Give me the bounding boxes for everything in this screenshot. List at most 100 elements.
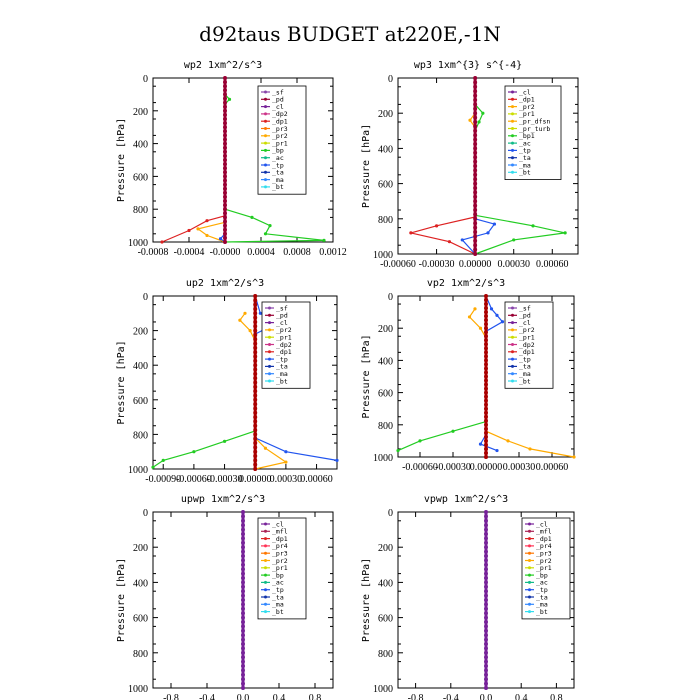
zero-profile-dot [484,418,488,423]
legend-entry: _mfl [272,528,288,536]
legend-marker [268,335,271,339]
legend-entry: _ac [519,139,531,147]
zero-profile-dot [484,322,488,327]
zero-profile-dot [223,153,227,158]
zero-profile-dot [253,306,258,311]
zero-profile-dot [484,382,488,387]
legend-marker [511,112,514,116]
zero-profile-dot [484,589,488,594]
chart-title: up2 1xm^2/s^3 [186,278,264,289]
series-point [451,429,455,433]
x-tick-label: -0.0008 [138,247,169,258]
legend-entry: _pr1 [272,139,288,147]
zero-profile-dot [223,158,227,162]
legend-marker [511,372,514,376]
zero-profile-dot [253,376,258,381]
zero-profile-dot [484,567,488,572]
series-point [506,439,510,443]
series-line-pr1 [224,78,325,243]
zero-profile-dot [253,410,258,415]
legend-entry: _ma [276,370,288,378]
legend-marker [268,364,271,368]
series-line-tp [479,295,504,452]
legend-entry: _bt [276,377,288,385]
legend-marker [264,127,267,130]
zero-profile-dot [484,668,488,673]
zero-profile-dot [223,166,227,171]
legend-entry: _pr1 [276,334,292,342]
legend-marker [528,588,531,592]
series-point [284,450,288,454]
zero-profile-dot [484,298,488,303]
zero-profile-dot [253,432,258,437]
zero-profile-dot [473,208,478,212]
zero-profile-dot [484,426,488,431]
x-tick-label: -0.8 [408,693,424,700]
zero-profile-dot [473,221,478,226]
legend-entry: _ac [272,579,284,587]
series-point [248,329,252,333]
x-tick-label: -0.00060 [176,474,212,485]
zero-profile-dot [241,686,245,690]
legend-marker [264,529,267,533]
x-tick-label: -0.00090 [145,474,181,485]
zero-profile-dot [484,554,488,558]
series-point [434,224,439,228]
legend-marker [264,148,267,152]
zero-profile-dot [484,378,488,383]
zero-profile-dot [253,402,258,407]
zero-profile-dot [484,318,488,323]
zero-profile-dot [473,150,478,155]
zero-profile-dot [253,449,258,454]
legend-marker [264,185,267,189]
zero-profile-dot [223,92,227,97]
legend-entry: _bt [519,169,531,177]
zero-profile-dot [241,540,245,545]
zero-profile-dot [223,227,227,232]
zero-profile-dot [223,178,227,183]
series-point [205,233,209,238]
legend-entry: _bt [272,608,284,616]
zero-profile-dot [223,145,227,150]
zero-profile-dot [484,659,488,664]
legend-entry: _pr1 [536,564,552,572]
series-point [528,447,532,451]
series-point [460,238,464,242]
legend-entry: _bp [536,571,548,579]
legend-marker [511,335,514,339]
zero-profile-dot [484,584,488,589]
legend-entry: _tp [519,355,531,363]
legend-marker [264,537,267,541]
series-point [468,118,472,122]
zero-profile-dot [473,172,478,177]
legend-marker [511,357,514,361]
zero-profile-dot [223,100,227,105]
zero-profile-dot [484,580,488,585]
zero-profile-dot [484,593,488,598]
plot-frame [152,295,338,470]
zero-profile-dot [253,324,258,329]
zero-profile-dot [484,438,488,443]
series-point [481,111,485,115]
zero-profile-dot [241,637,245,642]
zero-profile-dot [473,247,478,252]
zero-profile-dot [473,190,478,195]
zero-profile-dot [484,540,488,545]
series-point [161,458,165,462]
legend-entry: _bp1 [519,132,535,140]
chart-panel-1: wp2 1xm^2/s^3 Pressure [hPa] 0 200 400 600 800… [116,60,347,258]
legend-entry: _pr4 [536,542,552,550]
legend-marker [528,537,531,541]
zero-profile-dot [484,633,488,638]
legend-entry: _dp2 [272,110,288,118]
zero-profile-dot [473,146,478,151]
y-tick-label: 600 [133,614,148,625]
legend-entry: _sf [272,88,284,96]
y-tick-label: 600 [133,172,148,183]
zero-profile-dot [484,598,488,602]
y-tick-label: 0 [388,508,393,519]
zero-profile-dot [241,681,245,686]
legend-marker [511,134,514,138]
y-tick-label: 400 [378,356,393,367]
legend-entry: _ma [519,161,531,169]
